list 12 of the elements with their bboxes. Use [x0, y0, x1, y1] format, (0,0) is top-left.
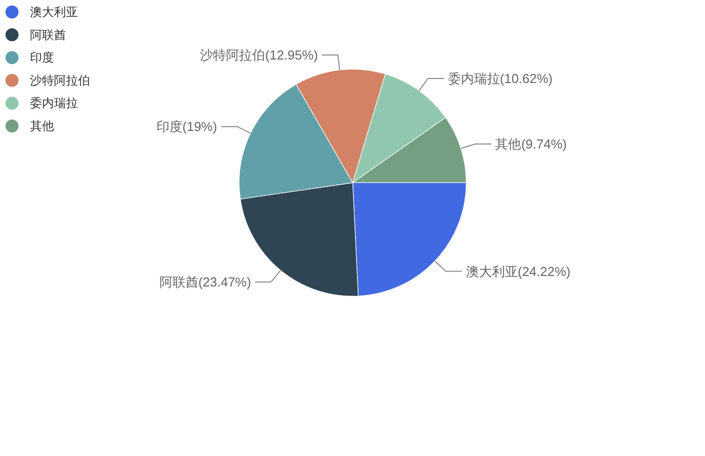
data-label: 沙特阿拉伯(12.95%) — [200, 48, 318, 63]
legend-label: 印度 — [30, 50, 54, 65]
data-label: 委内瑞拉(10.62%) — [448, 71, 553, 86]
legend-label: 沙特阿拉伯 — [30, 73, 90, 88]
data-label: 其他(9.74%) — [495, 136, 567, 152]
data-label: 阿联酋(23.47%) — [159, 274, 252, 290]
data-label: 澳大利亚(24.22%) — [466, 264, 571, 279]
legend-label: 澳大利亚 — [30, 5, 78, 19]
data-label: 印度(19%) — [156, 119, 218, 134]
legend-label: 委内瑞拉 — [30, 96, 78, 110]
legend-label: 其他 — [30, 119, 54, 133]
legend-label: 阿联酋 — [30, 28, 66, 42]
